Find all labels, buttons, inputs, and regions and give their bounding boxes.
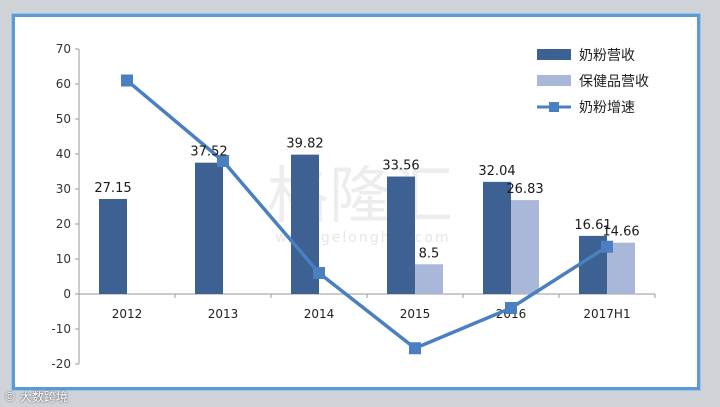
bar — [387, 176, 415, 294]
line-point — [313, 267, 325, 279]
line-path — [125, 79, 608, 350]
bar — [511, 200, 539, 294]
data-label: 26.83 — [506, 182, 543, 197]
data-labels: 27.15 37.52 39.82 33.56 32.04 16.61 8.5 26.83 14… — [94, 137, 639, 262]
data-label: 37.52 — [190, 145, 227, 160]
data-label: 16.61 — [574, 218, 611, 233]
data-label: 33.56 — [382, 159, 419, 174]
y-tick-label: 20 — [56, 217, 71, 231]
bar — [99, 198, 127, 294]
y-tick-label: -10 — [51, 322, 71, 336]
y-tick-label: 30 — [56, 182, 71, 196]
x-tick-label: 2012 — [112, 307, 143, 321]
y-tick-label: 40 — [56, 147, 71, 161]
bar — [195, 162, 223, 294]
data-label: 32.04 — [478, 164, 515, 179]
data-label: 14.66 — [602, 225, 639, 240]
line-point — [409, 342, 421, 355]
line-point — [217, 155, 229, 167]
chart: 格隆汇 www.gelonghui.com -20-10010203040506… — [51, 42, 656, 371]
y-tick-label: 50 — [56, 112, 71, 126]
y-tick-label: 70 — [56, 42, 71, 56]
legend-label: 奶粉营收 — [579, 48, 635, 64]
line-point — [121, 74, 133, 87]
footer-credit: © 大数跨境 — [4, 390, 68, 404]
bar — [483, 181, 511, 294]
legend-label: 奶粉增速 — [579, 100, 635, 116]
data-label: 8.5 — [419, 246, 440, 261]
line-series — [121, 74, 613, 355]
line-point — [505, 302, 517, 314]
legend-marker — [549, 102, 559, 112]
x-tick-label: 2017H1 — [583, 307, 630, 321]
axes: -20 -10 0 10 20 30 40 50 60 70 2012 2013 2014 2015 201… — [51, 42, 656, 371]
chart-frame: 格隆汇 www.gelonghui.com -20 -10 0 10 20 30 40 50 6… — [12, 14, 700, 390]
data-label: 27.15 — [94, 181, 131, 196]
bars — [99, 154, 635, 294]
y-tick-label: 60 — [56, 77, 71, 91]
y-tick-label: -20 — [51, 357, 71, 371]
bar — [415, 264, 443, 294]
x-tick-label: 2013 — [208, 307, 239, 321]
data-label: 39.82 — [286, 137, 323, 152]
line-point — [601, 240, 613, 253]
y-tick-label: 10 — [56, 252, 71, 266]
legend-swatch — [537, 49, 571, 60]
x-tick-label: 2014 — [304, 307, 335, 321]
legend-swatch — [537, 75, 571, 86]
legend-label: 保健品营收 — [579, 74, 649, 90]
y-tick-label: 0 — [63, 287, 71, 301]
x-tick-label: 2015 — [400, 307, 431, 321]
